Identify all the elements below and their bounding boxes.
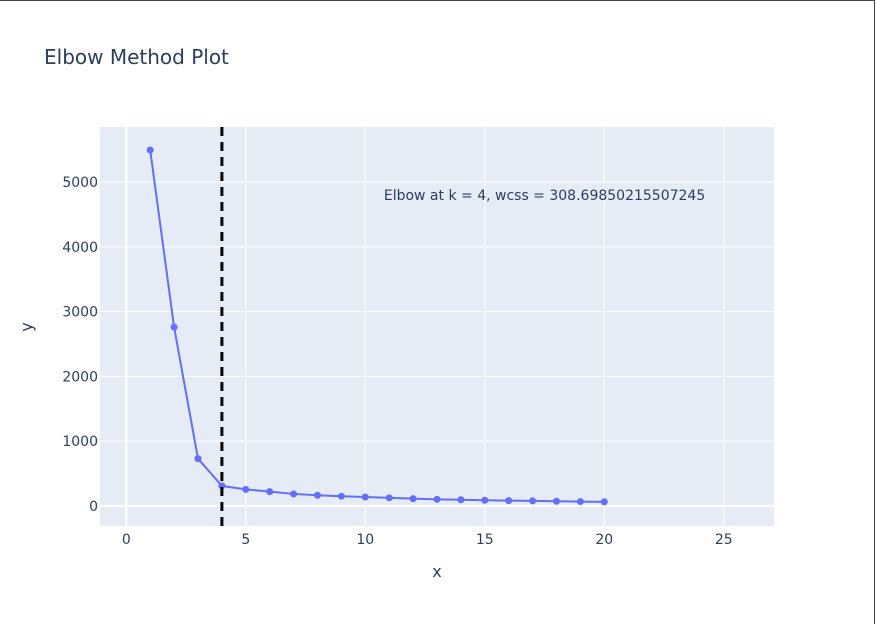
data-point — [529, 497, 537, 505]
y-tick-label: 4000 — [62, 240, 98, 256]
x-axis-label: x — [432, 562, 441, 581]
y-axis-label: y — [17, 322, 36, 331]
data-point — [170, 323, 178, 331]
data-point — [553, 497, 561, 505]
data-point — [505, 497, 513, 505]
data-point — [600, 498, 608, 506]
data-point — [385, 494, 393, 502]
data-point — [194, 455, 202, 463]
plot-area — [100, 127, 774, 526]
x-tick-label: 15 — [476, 532, 494, 548]
data-point — [313, 491, 321, 499]
data-point — [146, 146, 154, 154]
y-tick-label: 1000 — [62, 434, 98, 450]
tick-labels: 0 5 10 15 20 25 0 1000 2000 3000 4000 5000 — [62, 175, 732, 548]
elbow-annotation: Elbow at k = 4, wcss = 308.6985021550724… — [384, 188, 705, 204]
data-point — [242, 485, 250, 493]
data-point — [361, 493, 369, 501]
x-tick-label: 5 — [241, 532, 250, 548]
data-point — [218, 482, 226, 490]
x-tick-label: 0 — [122, 532, 131, 548]
series-line — [149, 149, 605, 503]
data-point — [337, 492, 345, 500]
data-point — [481, 496, 489, 504]
data-point — [576, 498, 584, 506]
y-tick-label: 5000 — [62, 175, 98, 191]
data-point — [266, 488, 274, 496]
data-point — [290, 490, 298, 498]
x-tick-label: 20 — [595, 532, 613, 548]
data-point — [433, 495, 441, 503]
data-point — [457, 496, 465, 504]
x-tick-label: 25 — [715, 532, 733, 548]
x-tick-label: 10 — [356, 532, 374, 548]
grid-lines — [100, 127, 774, 526]
data-point — [409, 495, 417, 503]
chart-title: Elbow Method Plot — [44, 45, 229, 69]
y-tick-label: 3000 — [62, 305, 98, 321]
y-tick-label: 0 — [89, 499, 98, 515]
y-tick-label: 2000 — [62, 369, 98, 385]
series-layer — [146, 146, 608, 506]
